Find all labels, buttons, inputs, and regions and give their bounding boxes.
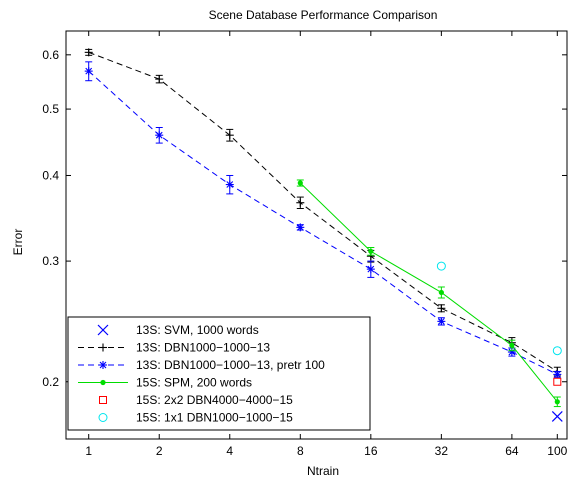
data-point	[84, 67, 93, 76]
x-tick-label: 16	[364, 444, 378, 458]
data-point	[552, 346, 562, 356]
legend-item: 15S: SPM, 200 words	[78, 376, 252, 390]
data-point	[553, 377, 562, 386]
x-tick-label: 1	[85, 444, 92, 458]
data-point	[551, 411, 563, 422]
data-point	[368, 248, 374, 254]
marker-stroke	[508, 348, 516, 356]
legend-marker	[97, 324, 109, 336]
legend-label: 13S: DBN1000−1000−13	[136, 341, 270, 355]
marker-square	[553, 377, 562, 386]
legend-item: 15S: 2x2 DBN4000−4000−15	[99, 393, 293, 407]
x-axis-label: Ntrain	[307, 464, 339, 478]
marker-stroke	[155, 131, 163, 139]
x-tick-label: 2	[156, 444, 163, 458]
series-2	[84, 61, 562, 379]
marker-stroke	[85, 67, 93, 75]
legend-item: 13S: DBN1000−1000−13	[78, 341, 270, 355]
marker-stroke	[551, 411, 563, 422]
series-5	[436, 261, 562, 356]
legend-label: 15S: 2x2 DBN4000−4000−15	[136, 393, 293, 407]
data-point	[553, 370, 562, 379]
data-point	[437, 304, 446, 313]
marker-dot	[554, 399, 560, 405]
marker-stroke	[553, 371, 561, 378]
data-point	[225, 131, 234, 140]
marker-stroke	[226, 181, 234, 188]
legend-box	[67, 316, 371, 431]
legend-marker	[100, 379, 106, 386]
marker-stroke	[367, 265, 375, 273]
series-0	[551, 411, 563, 422]
series-line	[88, 70, 558, 375]
y-tick-label: 0.5	[42, 102, 59, 116]
x-tick-label: 32	[435, 444, 449, 458]
marker-stroke	[437, 317, 445, 325]
data-point	[438, 289, 444, 296]
legend-marker	[98, 413, 108, 422]
chart-title: Scene Database Performance Comparison	[209, 8, 438, 22]
legend-label: 13S: SVM, 1000 words	[136, 323, 259, 337]
data-point	[155, 131, 164, 140]
y-tick-label: 0.6	[42, 48, 59, 62]
y-tick-label: 0.3	[42, 254, 59, 268]
legend-marker	[99, 396, 107, 404]
legend-marker	[99, 361, 107, 369]
marker-dot	[368, 248, 374, 254]
x-tick-label: 100	[547, 444, 567, 458]
legend-label: 13S: DBN1000−1000−13, pretr 100	[136, 358, 325, 372]
data-point	[509, 342, 515, 348]
data-point	[436, 261, 446, 271]
data-point	[437, 317, 446, 326]
marker-stroke	[97, 324, 109, 336]
data-point	[554, 399, 560, 405]
marker-circle	[552, 346, 562, 356]
legend-label: 15S: 1x1 DBN1000−1000−15	[136, 411, 293, 425]
marker-stroke	[296, 223, 304, 231]
y-tick-label: 0.4	[42, 168, 59, 182]
x-tick-label: 8	[297, 444, 304, 458]
plot-marks: 1 2 4 8 16 32 64 100 0.2 0.3 0.4 0.5 0.6	[42, 31, 568, 458]
legend-item: 13S: SVM, 1000 words	[97, 323, 259, 337]
data-point	[225, 180, 234, 189]
legend-item: 15S: 1x1 DBN1000−1000−15	[98, 411, 293, 425]
data-point	[155, 75, 164, 84]
marker-stroke	[99, 361, 107, 369]
marker-circle	[98, 413, 108, 422]
data-point	[296, 223, 305, 232]
series-3	[296, 179, 561, 408]
legend-marker	[99, 343, 107, 352]
marker-dot	[438, 289, 444, 296]
data-point	[366, 265, 375, 274]
marker-dot	[100, 379, 106, 386]
marker-circle	[436, 261, 446, 271]
marker-dot	[509, 342, 515, 348]
legend-item: 13S: DBN1000−1000−13, pretr 100	[78, 358, 325, 372]
x-tick-label: 64	[505, 444, 519, 458]
marker-square	[99, 396, 107, 404]
marker-dot	[297, 180, 303, 186]
y-tick-label: 0.2	[42, 375, 59, 389]
data-point	[84, 48, 93, 57]
y-axis-label: Error	[11, 229, 25, 256]
series-4	[553, 377, 562, 386]
legend: 13S: SVM, 1000 words 13S: DBN1000−1000−13…	[67, 316, 371, 431]
data-point	[297, 180, 303, 186]
x-tick-label: 4	[226, 444, 233, 458]
plot-frame	[65, 30, 568, 440]
legend-label: 15S: SPM, 200 words	[136, 376, 252, 390]
data-point	[296, 198, 305, 207]
